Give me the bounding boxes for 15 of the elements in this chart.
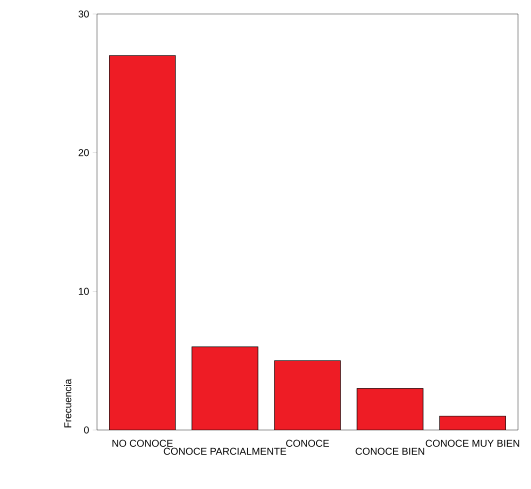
y-tick-label: 0 [84,426,89,434]
x-tick-label: CONOCE [286,440,329,447]
bar [274,360,341,430]
x-tick-label: CONOCE BIEN [356,448,424,455]
y-tick-label: 30 [78,10,89,18]
x-tick-label: CONOCE PARCIALMENTE [164,448,286,455]
y-tick-label: 20 [78,149,89,156]
bar [192,346,258,430]
x-tick-label: NO CONOCE [112,440,173,447]
x-tick-label: CONOCE MUY BIEN [426,440,520,447]
y-tick-label: 10 [78,288,89,295]
bar [109,56,176,430]
bar [357,388,424,430]
y-axis-title: Frecuencia [64,378,72,428]
bar [439,416,506,430]
